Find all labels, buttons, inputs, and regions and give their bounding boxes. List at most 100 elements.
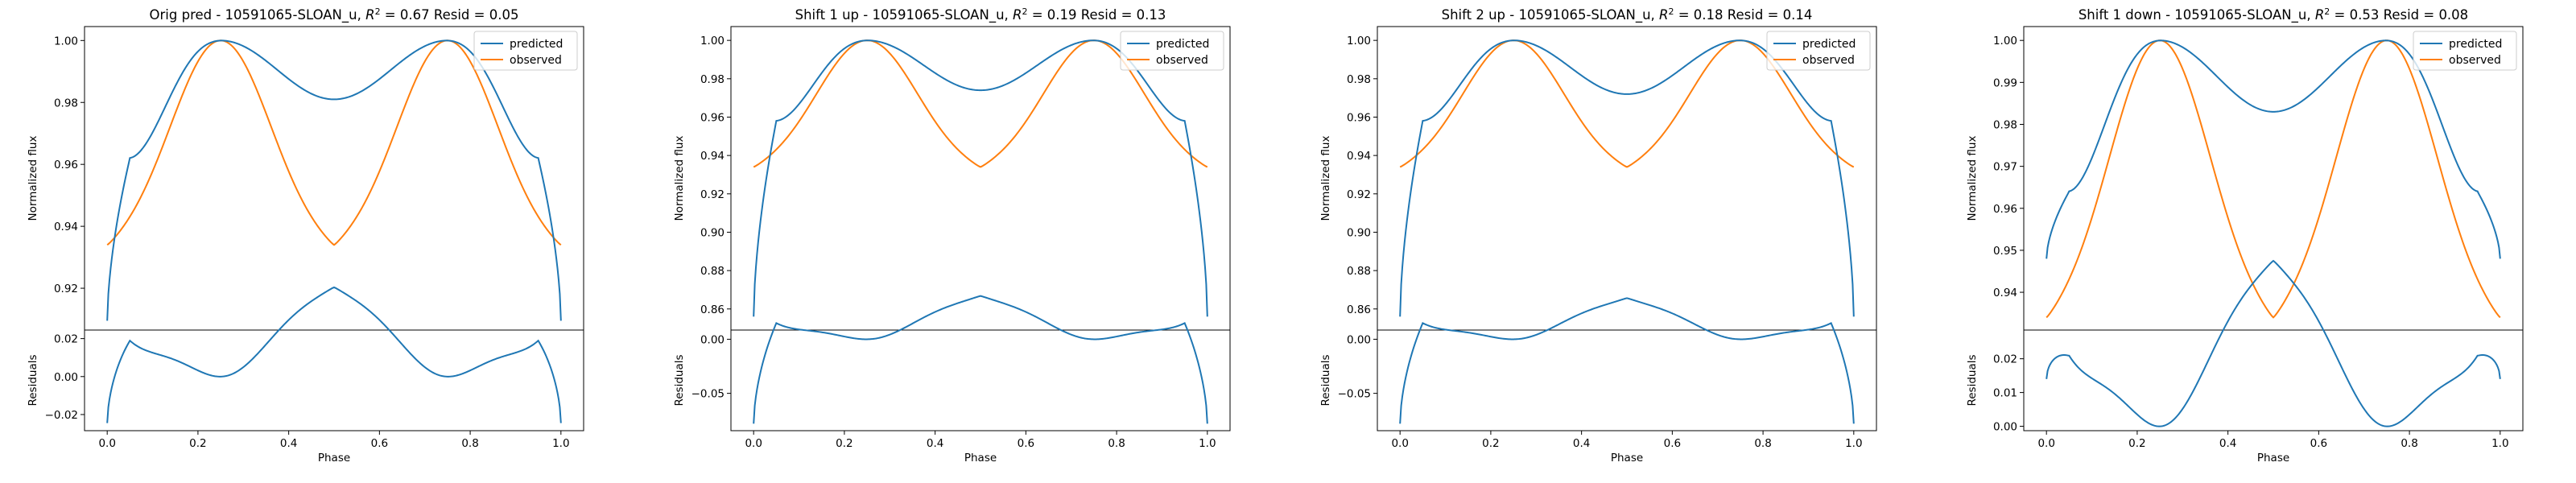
legend: predicted observed <box>1120 31 1224 71</box>
top-y-tick-label: 0.99 <box>1993 76 2017 89</box>
bottom-y-tick-label: 0.01 <box>1993 387 2017 400</box>
top-y-axis-label: Normalized flux <box>1966 136 1979 221</box>
top-y-tick-label: 0.92 <box>700 188 724 201</box>
panel-title-resid: Resid = 0.14 <box>1728 7 1813 23</box>
top-y-tick-label: 0.94 <box>1347 150 1371 163</box>
panel-title-r: R <box>1659 7 1668 23</box>
x-tick-label: 0.8 <box>1754 437 1771 450</box>
bottom-y-tick-label: −0.05 <box>1338 388 1371 401</box>
x-tick-label: 0.8 <box>1108 437 1125 450</box>
panel-title: Orig pred - 10591065-SLOAN_u, R2 = 0.67 … <box>150 6 519 23</box>
observed-line <box>2046 39 2501 319</box>
bottom-y-tick-label: 0.00 <box>1347 333 1371 346</box>
bottom-y-axis-label: Residuals <box>1966 354 1979 406</box>
panel-4: Shift 1 down - 10591065-SLOAN_u, R2 = 0.… <box>1966 6 2524 464</box>
predicted-line <box>2046 39 2501 259</box>
top-y-tick-label: 0.86 <box>1347 303 1371 316</box>
residual-line <box>2046 259 2501 427</box>
x-tick-label: 0.8 <box>2401 437 2417 450</box>
legend-label-predicted: predicted <box>1802 38 1856 51</box>
x-tick-label: 0.2 <box>836 437 852 450</box>
top-y-tick-label: 0.90 <box>1347 226 1371 239</box>
top-y-tick-label: 0.95 <box>1993 245 2017 258</box>
predicted-line <box>106 39 562 321</box>
panel-title: Shift 2 up - 10591065-SLOAN_u, R2 = 0.18… <box>1442 6 1813 23</box>
residual-line <box>106 286 562 423</box>
x-axis-label: Phase <box>1611 452 1643 464</box>
bottom-y-tick-label: 0.02 <box>54 333 78 346</box>
bottom-y-tick-label: −0.05 <box>691 388 724 401</box>
top-y-tick-label: 0.94 <box>700 150 724 163</box>
top-y-axis-label: Normalized flux <box>1319 136 1332 221</box>
bottom-y-tick-label: 0.02 <box>1993 353 2017 366</box>
x-axis-label: Phase <box>964 452 997 464</box>
top-y-tick-label: 1.00 <box>1993 35 2017 47</box>
x-tick-label: 0.4 <box>927 437 943 450</box>
top-y-tick-label: 0.96 <box>54 159 78 171</box>
x-tick-label: 1.0 <box>1199 437 1216 450</box>
panel-title-resid: Resid = 0.08 <box>2384 7 2469 23</box>
top-y-tick-label: 0.97 <box>1993 161 2017 174</box>
x-tick-label: 0.6 <box>1018 437 1034 450</box>
x-tick-label: 0.4 <box>2219 437 2236 450</box>
x-tick-label: 0.6 <box>2310 437 2327 450</box>
top-y-tick-label: 1.00 <box>700 35 724 47</box>
panel-title-r-exponent: 2 <box>2324 6 2330 17</box>
legend-label-observed: observed <box>2449 54 2501 67</box>
x-tick-label: 0.0 <box>745 437 762 450</box>
legend-label-predicted: predicted <box>2449 38 2502 51</box>
panel-title-r: R <box>365 7 374 23</box>
top-y-tick-label: 0.96 <box>1347 111 1371 124</box>
top-y-tick-label: 0.92 <box>54 283 78 295</box>
bottom-y-tick-label: 0.00 <box>1993 421 2017 434</box>
top-y-axis-label: Normalized flux <box>673 136 686 221</box>
x-tick-label: 0.2 <box>2128 437 2145 450</box>
panel-title-resid: Resid = 0.05 <box>434 7 519 23</box>
top-y-tick-label: 0.98 <box>54 97 78 109</box>
x-tick-label: 1.0 <box>1845 437 1862 450</box>
legend-label-observed: observed <box>1156 54 1208 67</box>
panel-title-r-exponent: 2 <box>1022 6 1027 17</box>
x-tick-label: 0.2 <box>1482 437 1499 450</box>
panel-title-r: R <box>2315 7 2324 23</box>
panel-title-prefix: Shift 1 up - 10591065-SLOAN_u, <box>795 7 1013 23</box>
top-y-tick-label: 0.88 <box>1347 265 1371 278</box>
top-y-tick-label: 0.92 <box>1347 188 1371 201</box>
residual-line <box>753 295 1208 424</box>
x-tick-label: 0.4 <box>280 437 297 450</box>
panel-title-r-exponent: 2 <box>375 6 381 17</box>
bottom-axes-frame <box>1377 329 1877 431</box>
panel-title-prefix: Shift 2 up - 10591065-SLOAN_u, <box>1442 7 1659 23</box>
bottom-y-axis-label: Residuals <box>1319 354 1332 406</box>
legend-label-predicted: predicted <box>1156 38 1209 51</box>
bottom-y-tick-label: −0.02 <box>45 409 78 422</box>
x-axis-label: Phase <box>2257 452 2289 464</box>
bottom-y-axis-label: Residuals <box>673 354 686 406</box>
residual-line <box>1399 297 1855 424</box>
top-y-tick-label: 0.88 <box>700 265 724 278</box>
panel-2: Shift 1 up - 10591065-SLOAN_u, R2 = 0.19… <box>673 6 1231 464</box>
panel-title-r2-value: = 0.19 <box>1027 7 1080 23</box>
legend: predicted observed <box>2413 31 2517 71</box>
legend: predicted observed <box>1766 31 1871 71</box>
bottom-axes-frame <box>730 329 1231 431</box>
observed-line <box>106 39 562 246</box>
top-y-tick-label: 0.90 <box>700 226 724 239</box>
panel-title-r2-value: = 0.53 <box>2330 7 2383 23</box>
panel-title-r-exponent: 2 <box>1668 6 1674 17</box>
bottom-y-axis-label: Residuals <box>27 354 39 406</box>
x-tick-label: 1.0 <box>552 437 569 450</box>
panel-title-r2-value: = 0.18 <box>1674 7 1727 23</box>
x-axis-label: Phase <box>318 452 350 464</box>
panel-title-r: R <box>1013 7 1022 23</box>
panel-1: Orig pred - 10591065-SLOAN_u, R2 = 0.67 … <box>27 6 584 464</box>
top-y-tick-label: 0.94 <box>54 221 78 233</box>
legend: predicted observed <box>473 31 578 71</box>
legend-label-observed: observed <box>510 54 562 67</box>
x-tick-label: 1.0 <box>2491 437 2508 450</box>
observed-line <box>753 39 1208 168</box>
bottom-y-tick-label: 0.00 <box>54 371 78 384</box>
top-y-tick-label: 0.86 <box>700 303 724 316</box>
